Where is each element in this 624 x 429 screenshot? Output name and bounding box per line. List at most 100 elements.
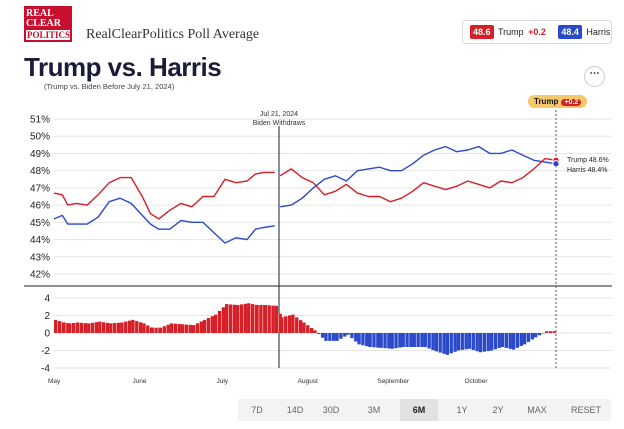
rcp-logo[interactable]: REAL CLEAR POLITICS bbox=[24, 6, 72, 42]
spread-bar bbox=[267, 305, 271, 333]
period-1y[interactable]: 1Y bbox=[456, 405, 468, 415]
spread-bar bbox=[109, 323, 113, 333]
spread-bar bbox=[236, 305, 240, 333]
trump-trend-line bbox=[53, 171, 275, 220]
period-14d[interactable]: 14D bbox=[286, 405, 304, 415]
spread-bar bbox=[335, 333, 339, 341]
spread-bar bbox=[225, 304, 229, 333]
spread-bar bbox=[409, 333, 413, 347]
spread-bar bbox=[438, 333, 442, 353]
spread-bar bbox=[191, 325, 196, 333]
leader-badge: Trump +0.2 bbox=[528, 95, 588, 108]
spread-bar bbox=[332, 333, 336, 341]
spread-bar bbox=[271, 305, 275, 333]
spread-bar bbox=[423, 333, 427, 347]
line-y-tick: 45% bbox=[30, 218, 50, 229]
spread-bar bbox=[247, 303, 251, 333]
spread-bar bbox=[188, 324, 192, 333]
spread-bar bbox=[537, 333, 542, 336]
spread-bar bbox=[232, 304, 237, 333]
x-tick-label: July bbox=[216, 378, 228, 385]
trump-change: +0.2 bbox=[528, 27, 546, 37]
spread-bar bbox=[124, 321, 128, 333]
spread-bar bbox=[295, 317, 299, 333]
spread-bar bbox=[83, 323, 88, 333]
spread-bar bbox=[544, 331, 549, 333]
spread-bar bbox=[309, 328, 314, 333]
spread-bar bbox=[486, 333, 490, 352]
logo-text-real: REAL bbox=[26, 8, 54, 19]
spread-bar bbox=[76, 322, 80, 333]
spread-bar bbox=[361, 333, 365, 346]
line-y-tick: 44% bbox=[30, 235, 50, 246]
spread-bar bbox=[515, 333, 520, 348]
bar-y-tick: -2 bbox=[41, 346, 50, 357]
spread-bar bbox=[101, 322, 106, 333]
spread-bar bbox=[228, 304, 233, 333]
spread-bar bbox=[67, 323, 72, 333]
bar-y-tick: 4 bbox=[44, 294, 50, 305]
line-grid: 42% 43% 44% 45% 46% 47% 48% 49% 50% 51% bbox=[30, 115, 612, 281]
harris-end-marker bbox=[552, 160, 560, 168]
spread-bar bbox=[449, 333, 453, 354]
spread-bar bbox=[497, 333, 501, 349]
spread-bar bbox=[368, 333, 372, 347]
spread-bar bbox=[317, 333, 321, 335]
spread-bar bbox=[453, 333, 457, 352]
spread-bar bbox=[530, 333, 534, 340]
more-options-icon[interactable]: ⋯ bbox=[584, 66, 605, 87]
spread-bar bbox=[504, 333, 509, 348]
spread-bar bbox=[195, 323, 200, 333]
spread-bar bbox=[456, 333, 461, 351]
spread-bar bbox=[120, 322, 124, 333]
end-label-harris: Harris 48.4% bbox=[567, 167, 607, 174]
period-30d[interactable]: 30D bbox=[322, 405, 340, 415]
period-3m[interactable]: 3M bbox=[367, 405, 381, 415]
spread-bar bbox=[508, 333, 512, 349]
line-y-tick: 51% bbox=[30, 115, 50, 126]
line-y-tick: 46% bbox=[30, 201, 50, 212]
spread-bar bbox=[206, 318, 211, 333]
period-2y[interactable]: 2Y bbox=[492, 405, 504, 415]
spread-bar bbox=[154, 327, 158, 333]
spread-bar bbox=[287, 315, 292, 333]
period-7d[interactable]: 7D bbox=[251, 405, 263, 415]
annotation-event: Biden Withdraws bbox=[253, 120, 306, 127]
spread-bar bbox=[401, 333, 405, 347]
spread-bar bbox=[431, 333, 435, 351]
spread-bar bbox=[442, 333, 446, 354]
period-reset[interactable]: RESET bbox=[570, 405, 601, 415]
spread-bar bbox=[162, 326, 167, 333]
line-y-tick: 47% bbox=[30, 183, 50, 194]
spread-bar bbox=[71, 322, 76, 333]
spread-bar bbox=[150, 327, 154, 333]
logo-text-clear: CLEAR bbox=[26, 18, 62, 29]
spread-bar bbox=[445, 333, 450, 355]
spread-bar bbox=[489, 333, 494, 351]
spread-bar bbox=[427, 333, 431, 349]
spread-bar bbox=[552, 331, 557, 333]
page-title: Trump vs. Harris bbox=[24, 52, 222, 82]
harris-summary-label: Harris bbox=[586, 27, 611, 37]
spread-bars bbox=[54, 303, 557, 355]
x-tick-label: August bbox=[298, 378, 318, 385]
page-subtitle: (Trump vs. Biden Before July 21, 2024) bbox=[44, 82, 175, 91]
line-y-tick: 43% bbox=[30, 252, 50, 263]
spread-bar bbox=[471, 333, 475, 350]
spread-bar bbox=[202, 319, 207, 333]
spread-bar bbox=[306, 325, 310, 333]
spread-bar bbox=[79, 322, 84, 333]
spread-bar bbox=[210, 316, 215, 333]
period-selector: 7D 14D 30D 3M 6M 1Y 2Y MAX RESET bbox=[238, 399, 611, 421]
harris-trend-line bbox=[280, 145, 557, 208]
spread-bar bbox=[493, 333, 498, 350]
x-tick-label: October bbox=[464, 378, 488, 385]
spread-bar bbox=[54, 319, 58, 333]
spread-bar bbox=[127, 320, 132, 333]
period-max[interactable]: MAX bbox=[527, 405, 547, 415]
period-6m[interactable]: 6M bbox=[400, 399, 438, 421]
spread-bar bbox=[357, 333, 361, 345]
spread-bar bbox=[339, 333, 343, 339]
spread-bar bbox=[199, 321, 203, 333]
